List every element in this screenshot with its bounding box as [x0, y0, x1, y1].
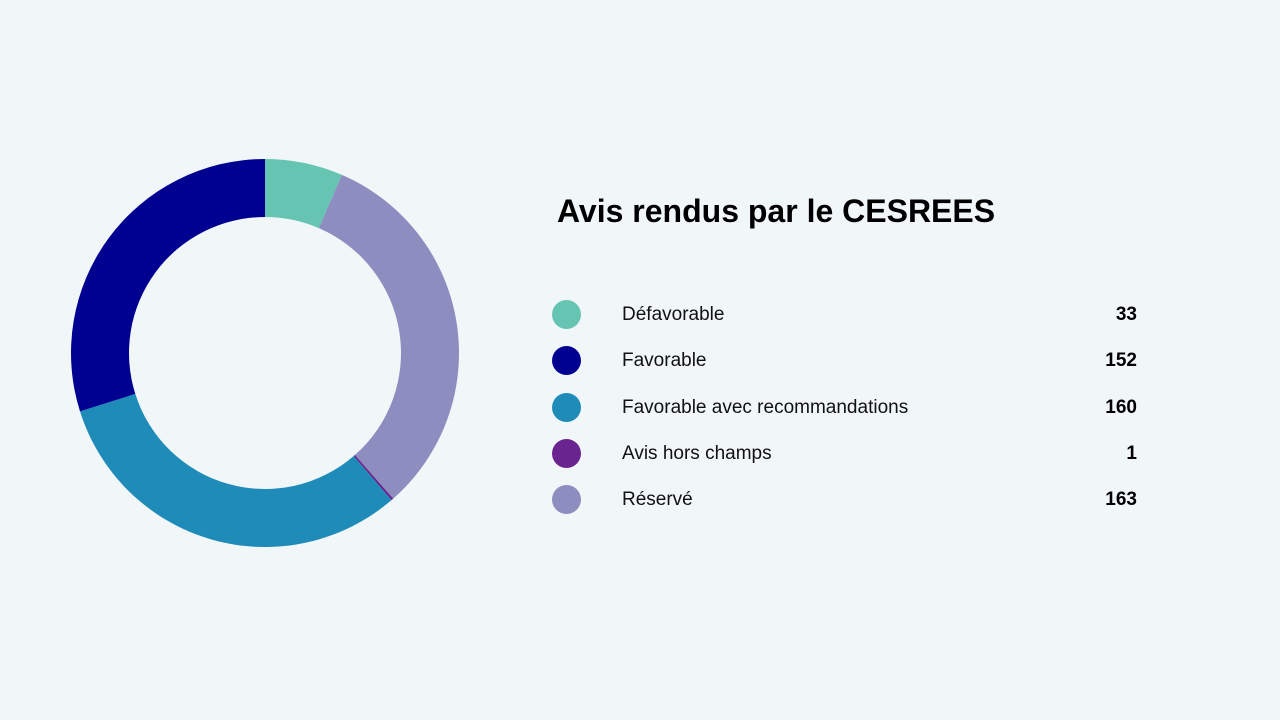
slice-2	[353, 455, 394, 501]
chart-title: Avis rendus par le CESREES	[557, 193, 996, 229]
legend-item: Favorable avec recommandations 160	[552, 393, 1142, 423]
donut-chart	[70, 159, 460, 547]
legend-swatch	[552, 346, 581, 375]
slice-4	[70, 159, 265, 412]
slice-3	[79, 393, 392, 547]
slice-1	[318, 174, 460, 499]
legend-value: 33	[1115, 304, 1137, 325]
legend-item: Défavorable 33	[552, 300, 1142, 330]
legend-item: Avis hors champs 1	[552, 439, 1142, 469]
legend-swatch	[552, 393, 581, 422]
legend-value: 163	[1105, 489, 1137, 510]
legend-label: Favorable	[622, 350, 707, 371]
legend-label: Défavorable	[622, 304, 725, 325]
legend-value: 152	[1105, 350, 1137, 371]
legend-item: Réservé 163	[552, 485, 1142, 515]
legend-label: Avis hors champs	[622, 443, 772, 464]
legend-label: Réservé	[622, 489, 693, 510]
legend-item: Favorable 152	[552, 346, 1142, 376]
legend-value: 1	[1126, 443, 1137, 464]
legend-swatch	[552, 300, 581, 329]
slice-0	[265, 159, 342, 229]
legend-swatch	[552, 485, 581, 514]
legend-value: 160	[1105, 397, 1137, 418]
legend-swatch	[552, 439, 581, 468]
legend-label: Favorable avec recommandations	[622, 397, 909, 418]
